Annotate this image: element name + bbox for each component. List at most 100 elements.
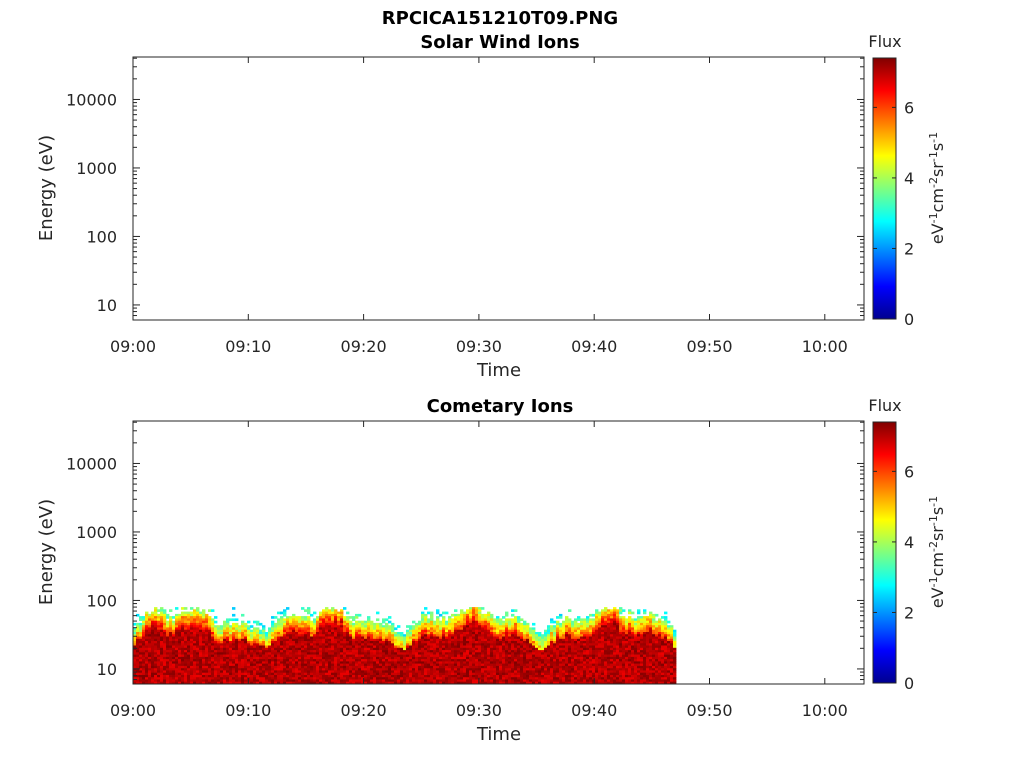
spectrogram-cell <box>274 616 278 619</box>
spectrogram-cell <box>574 622 578 626</box>
spectrogram-cell <box>172 668 176 671</box>
spectrogram-cell <box>565 675 569 678</box>
spectrogram-cell <box>559 656 563 660</box>
spectrogram-cell <box>457 677 461 680</box>
spectrogram-cell <box>550 641 554 644</box>
spectrogram-cell <box>424 670 428 674</box>
spectrogram-cell <box>241 641 245 644</box>
spectrogram-cell <box>547 675 551 678</box>
spectrogram-cell <box>511 645 515 649</box>
spectrogram-cell <box>484 647 488 651</box>
spectrogram-cell <box>217 647 221 651</box>
spectrogram-cell <box>271 634 275 637</box>
spectrogram-cell <box>577 647 581 651</box>
spectrogram-cell <box>619 645 623 649</box>
spectrogram-cell <box>610 625 614 628</box>
spectrogram-cell <box>202 679 206 683</box>
spectrogram-cell <box>142 629 146 633</box>
spectrogram-cell <box>196 665 200 669</box>
spectrogram-cell <box>442 638 446 642</box>
spectrogram-cell <box>544 629 548 633</box>
spectrogram-cell <box>163 643 167 646</box>
spectrogram-cell <box>586 675 590 678</box>
spectrogram-cell <box>451 620 455 624</box>
spectrogram-cell <box>247 620 251 624</box>
spectrogram-cell <box>385 652 389 655</box>
spectrogram-cell <box>169 675 173 678</box>
spectrogram-cell <box>250 672 254 676</box>
spectrogram-cell <box>172 647 176 651</box>
spectrogram-cell <box>151 632 155 635</box>
spectrogram-cell <box>616 659 620 662</box>
spectrogram-cell <box>367 665 371 669</box>
spectrogram-cell <box>556 622 560 626</box>
x-tick-label: 09:40 <box>571 337 617 356</box>
spectrogram-cell <box>526 679 530 683</box>
spectrogram-cell <box>295 641 299 644</box>
spectrogram-cell <box>532 677 536 680</box>
spectrogram-cell <box>454 643 458 646</box>
spectrogram-cell <box>142 638 146 642</box>
spectrogram-cell <box>295 677 299 680</box>
spectrogram-cell <box>136 672 140 676</box>
spectrogram-cell <box>184 636 188 640</box>
spectrogram-cell <box>508 632 512 635</box>
spectrogram-cell <box>160 681 164 684</box>
spectrogram-cell <box>193 647 197 651</box>
spectrogram-cell <box>481 645 485 649</box>
spectrogram-cell <box>337 659 341 662</box>
spectrogram-cell <box>502 681 506 684</box>
spectrogram-cell <box>481 638 485 642</box>
spectrogram-cell <box>583 618 587 622</box>
spectrogram-cell <box>448 665 452 669</box>
spectrogram-cell <box>265 641 269 644</box>
spectrogram-cell <box>172 641 176 644</box>
spectrogram-cell <box>358 641 362 644</box>
spectrogram-cell <box>328 656 332 660</box>
spectrogram-cell <box>337 632 341 635</box>
spectrogram-cell <box>283 659 287 662</box>
spectrogram-cell <box>589 620 593 624</box>
spectrogram-cell <box>316 654 320 658</box>
spectrogram-cell <box>475 661 479 665</box>
spectrogram-cell <box>346 675 350 678</box>
spectrogram-cell <box>184 613 188 617</box>
figure-title: RPCICA151210T09.PNG <box>382 8 618 29</box>
spectrogram-cell <box>496 645 500 649</box>
spectrogram-cell <box>427 679 431 683</box>
spectrogram-cell <box>271 620 275 624</box>
spectrogram-cell <box>382 627 386 631</box>
spectrogram-cell <box>283 647 287 651</box>
spectrogram-cell <box>535 652 539 655</box>
spectrogram-cell <box>556 620 560 624</box>
spectrogram-cell <box>616 613 620 617</box>
spectrogram-cell <box>466 665 470 669</box>
spectrogram-cell <box>331 681 335 684</box>
spectrogram-cell <box>580 659 584 662</box>
spectrogram-cell <box>421 650 425 653</box>
spectrogram-cell <box>346 645 350 649</box>
spectrogram-cell <box>310 675 314 678</box>
spectrogram-cell <box>319 656 323 660</box>
spectrogram-cell <box>295 652 299 655</box>
spectrogram-cell <box>277 622 281 626</box>
spectrogram-cell <box>358 632 362 635</box>
spectrogram-cell <box>187 647 191 651</box>
spectrogram-cell <box>157 613 161 617</box>
spectrogram-cell <box>229 654 233 658</box>
spectrogram-cell <box>466 627 470 631</box>
spectrogram-cell <box>133 622 137 626</box>
spectrogram-cell <box>172 656 176 660</box>
spectrogram-cell <box>433 634 437 637</box>
spectrogram-cell <box>466 645 470 649</box>
spectrogram-cell <box>145 668 149 671</box>
spectrogram-cell <box>289 627 293 631</box>
spectrogram-cell <box>307 636 311 640</box>
spectrogram-cell <box>307 620 311 624</box>
spectrogram-cell <box>334 679 338 683</box>
spectrogram-cell <box>136 663 140 667</box>
spectrogram-cell <box>364 672 368 676</box>
spectrogram-cell <box>607 629 611 633</box>
spectrogram-cell <box>400 675 404 678</box>
spectrogram-cell <box>247 634 251 637</box>
